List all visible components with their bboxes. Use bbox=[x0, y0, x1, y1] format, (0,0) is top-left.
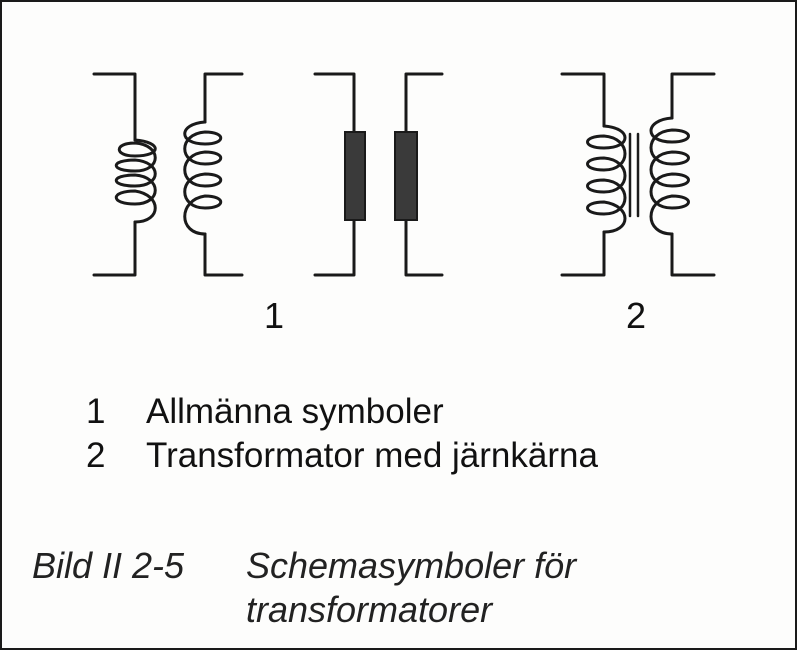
block-transformer-left-winding bbox=[313, 72, 356, 277]
coil-transformer-secondary-winding bbox=[183, 72, 244, 277]
iron-core-secondary-winding bbox=[649, 72, 716, 277]
caption-title-line2: transformatorer bbox=[246, 589, 493, 630]
block-transformer-right-winding bbox=[404, 72, 444, 277]
legend: 1 Allmänna symboler 2 Transformator med … bbox=[86, 390, 598, 478]
figure-caption: Bild II 2-5 Schemasymboler för transform… bbox=[32, 544, 576, 632]
caption-id: Bild II 2-5 bbox=[32, 545, 185, 586]
legend-item: 1 Allmänna symboler bbox=[86, 390, 598, 434]
legend-text: Allmänna symboler bbox=[146, 392, 444, 431]
block-winding-left bbox=[344, 131, 366, 221]
legend-number: 1 bbox=[86, 392, 106, 431]
iron-core-primary-winding bbox=[560, 72, 627, 277]
legend-text: Transformator med järnkärna bbox=[146, 436, 598, 475]
coil-transformer-primary-winding bbox=[92, 72, 157, 277]
iron-core-lines bbox=[628, 132, 640, 218]
panel-label-2: 2 bbox=[626, 295, 647, 336]
legend-item: 2 Transformator med järnkärna bbox=[86, 434, 598, 478]
block-winding-right bbox=[394, 131, 418, 221]
panel-label-1: 1 bbox=[264, 295, 285, 336]
caption-title-line1: Schemasymboler för bbox=[246, 545, 577, 586]
legend-number: 2 bbox=[86, 436, 106, 475]
